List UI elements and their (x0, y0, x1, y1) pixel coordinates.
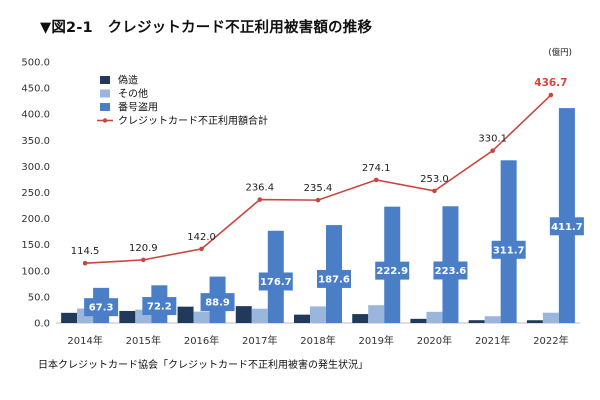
x-tick-label: 2017年 (242, 334, 277, 347)
total-point (141, 257, 146, 263)
total-point (199, 246, 204, 252)
legend-label: クレジットカード不正利用額合計 (118, 114, 268, 127)
unit-label: (億円) (548, 48, 572, 58)
total-point (82, 260, 88, 266)
legend-label: 偽造 (118, 74, 138, 87)
bar-番号盗用 (558, 108, 575, 324)
y-tick-label: 350.0 (21, 136, 50, 147)
bar-value-box (142, 297, 177, 316)
y-tick-label: 150.0 (21, 240, 50, 251)
x-tick-label: 2022年 (533, 334, 568, 347)
bar-偽造 (119, 310, 136, 323)
bar-その他 (484, 316, 501, 323)
total-value-label: 436.7 (534, 77, 567, 89)
bar-value-box (375, 261, 410, 280)
total-value-label: 274.1 (362, 163, 391, 174)
bar-偽造 (468, 320, 485, 323)
bar-偽造 (177, 306, 194, 323)
y-tick-label: 250.0 (21, 188, 50, 199)
bar-value-label: 222.9 (376, 266, 408, 277)
total-point (373, 177, 379, 183)
bar-その他 (368, 305, 385, 323)
bar-value-label: 72.2 (147, 302, 172, 313)
total-value-label: 236.4 (245, 183, 274, 194)
total-value-label: 235.4 (304, 183, 333, 194)
y-tick-label: 100.0 (21, 266, 50, 277)
bar-value-box (317, 269, 351, 288)
bar-value-box (549, 217, 584, 236)
bar-value-label: 223.6 (435, 266, 467, 277)
bar-value-box (491, 240, 526, 259)
legend-swatch-番号盗用 (100, 103, 110, 111)
x-tick-label: 2014年 (67, 334, 102, 347)
y-tick-label: 200.0 (21, 214, 50, 225)
bar-value-box (433, 261, 468, 280)
bar-偽造 (294, 314, 310, 323)
total-value-label: 142.0 (187, 232, 216, 243)
bar-value-label: 176.7 (260, 277, 292, 288)
x-tick-label: 2018年 (300, 334, 335, 347)
legend-swatch-その他 (100, 89, 110, 98)
bar-value-label: 411.7 (551, 222, 583, 233)
total-value-label: 120.9 (129, 243, 158, 254)
legend-label: 番号盗用 (118, 101, 158, 114)
total-point (257, 197, 263, 202)
bar-偽造 (410, 318, 427, 323)
x-tick-label: 2020年 (417, 334, 452, 347)
y-tick-label: 0.0 (34, 319, 50, 330)
y-tick-label: 500.0 (21, 58, 50, 69)
bar-value-label: 187.6 (318, 274, 350, 285)
bar-value-box (258, 272, 293, 291)
bar-その他 (251, 308, 268, 323)
total-value-label: 114.5 (71, 246, 100, 257)
bar-value-box (200, 293, 235, 312)
legend-swatch-偽造 (100, 76, 110, 84)
x-tick-label: 2015年 (126, 334, 161, 347)
bar-value-label: 67.3 (89, 303, 114, 314)
total-point (548, 92, 554, 98)
total-point (490, 148, 495, 153)
bar-その他 (193, 311, 210, 323)
bar-value-label: 88.9 (205, 298, 230, 309)
y-tick-label: 450.0 (21, 84, 50, 95)
y-tick-label: 400.0 (21, 110, 50, 121)
x-tick-label: 2019年 (358, 334, 393, 347)
bar-その他 (310, 306, 326, 323)
bar-偽造 (526, 320, 543, 323)
x-tick-label: 2016年 (184, 334, 219, 347)
total-point (315, 197, 321, 203)
y-tick-label: 300.0 (21, 162, 50, 173)
legend-line-marker (102, 118, 108, 123)
chart-title: ▼図2-1 クレジットカード不正利用被害額の推移 (40, 20, 373, 36)
x-tick-label: 2021年 (475, 334, 510, 347)
bar-その他 (542, 312, 559, 323)
legend-label: その他 (118, 87, 148, 100)
bar-偽造 (352, 314, 369, 323)
bar-偽造 (235, 306, 252, 323)
bar-value-label: 311.7 (493, 245, 525, 256)
bar-その他 (426, 311, 443, 323)
total-value-label: 330.1 (478, 134, 507, 145)
bar-value-box (84, 298, 119, 317)
y-tick-label: 50.0 (28, 292, 50, 303)
bar-偽造 (61, 312, 78, 323)
total-value-label: 253.0 (420, 174, 449, 185)
total-point (432, 188, 437, 194)
source-note: 日本クレジットカード協会「クレジットカード不正利用被害の発生状況」 (38, 360, 368, 371)
